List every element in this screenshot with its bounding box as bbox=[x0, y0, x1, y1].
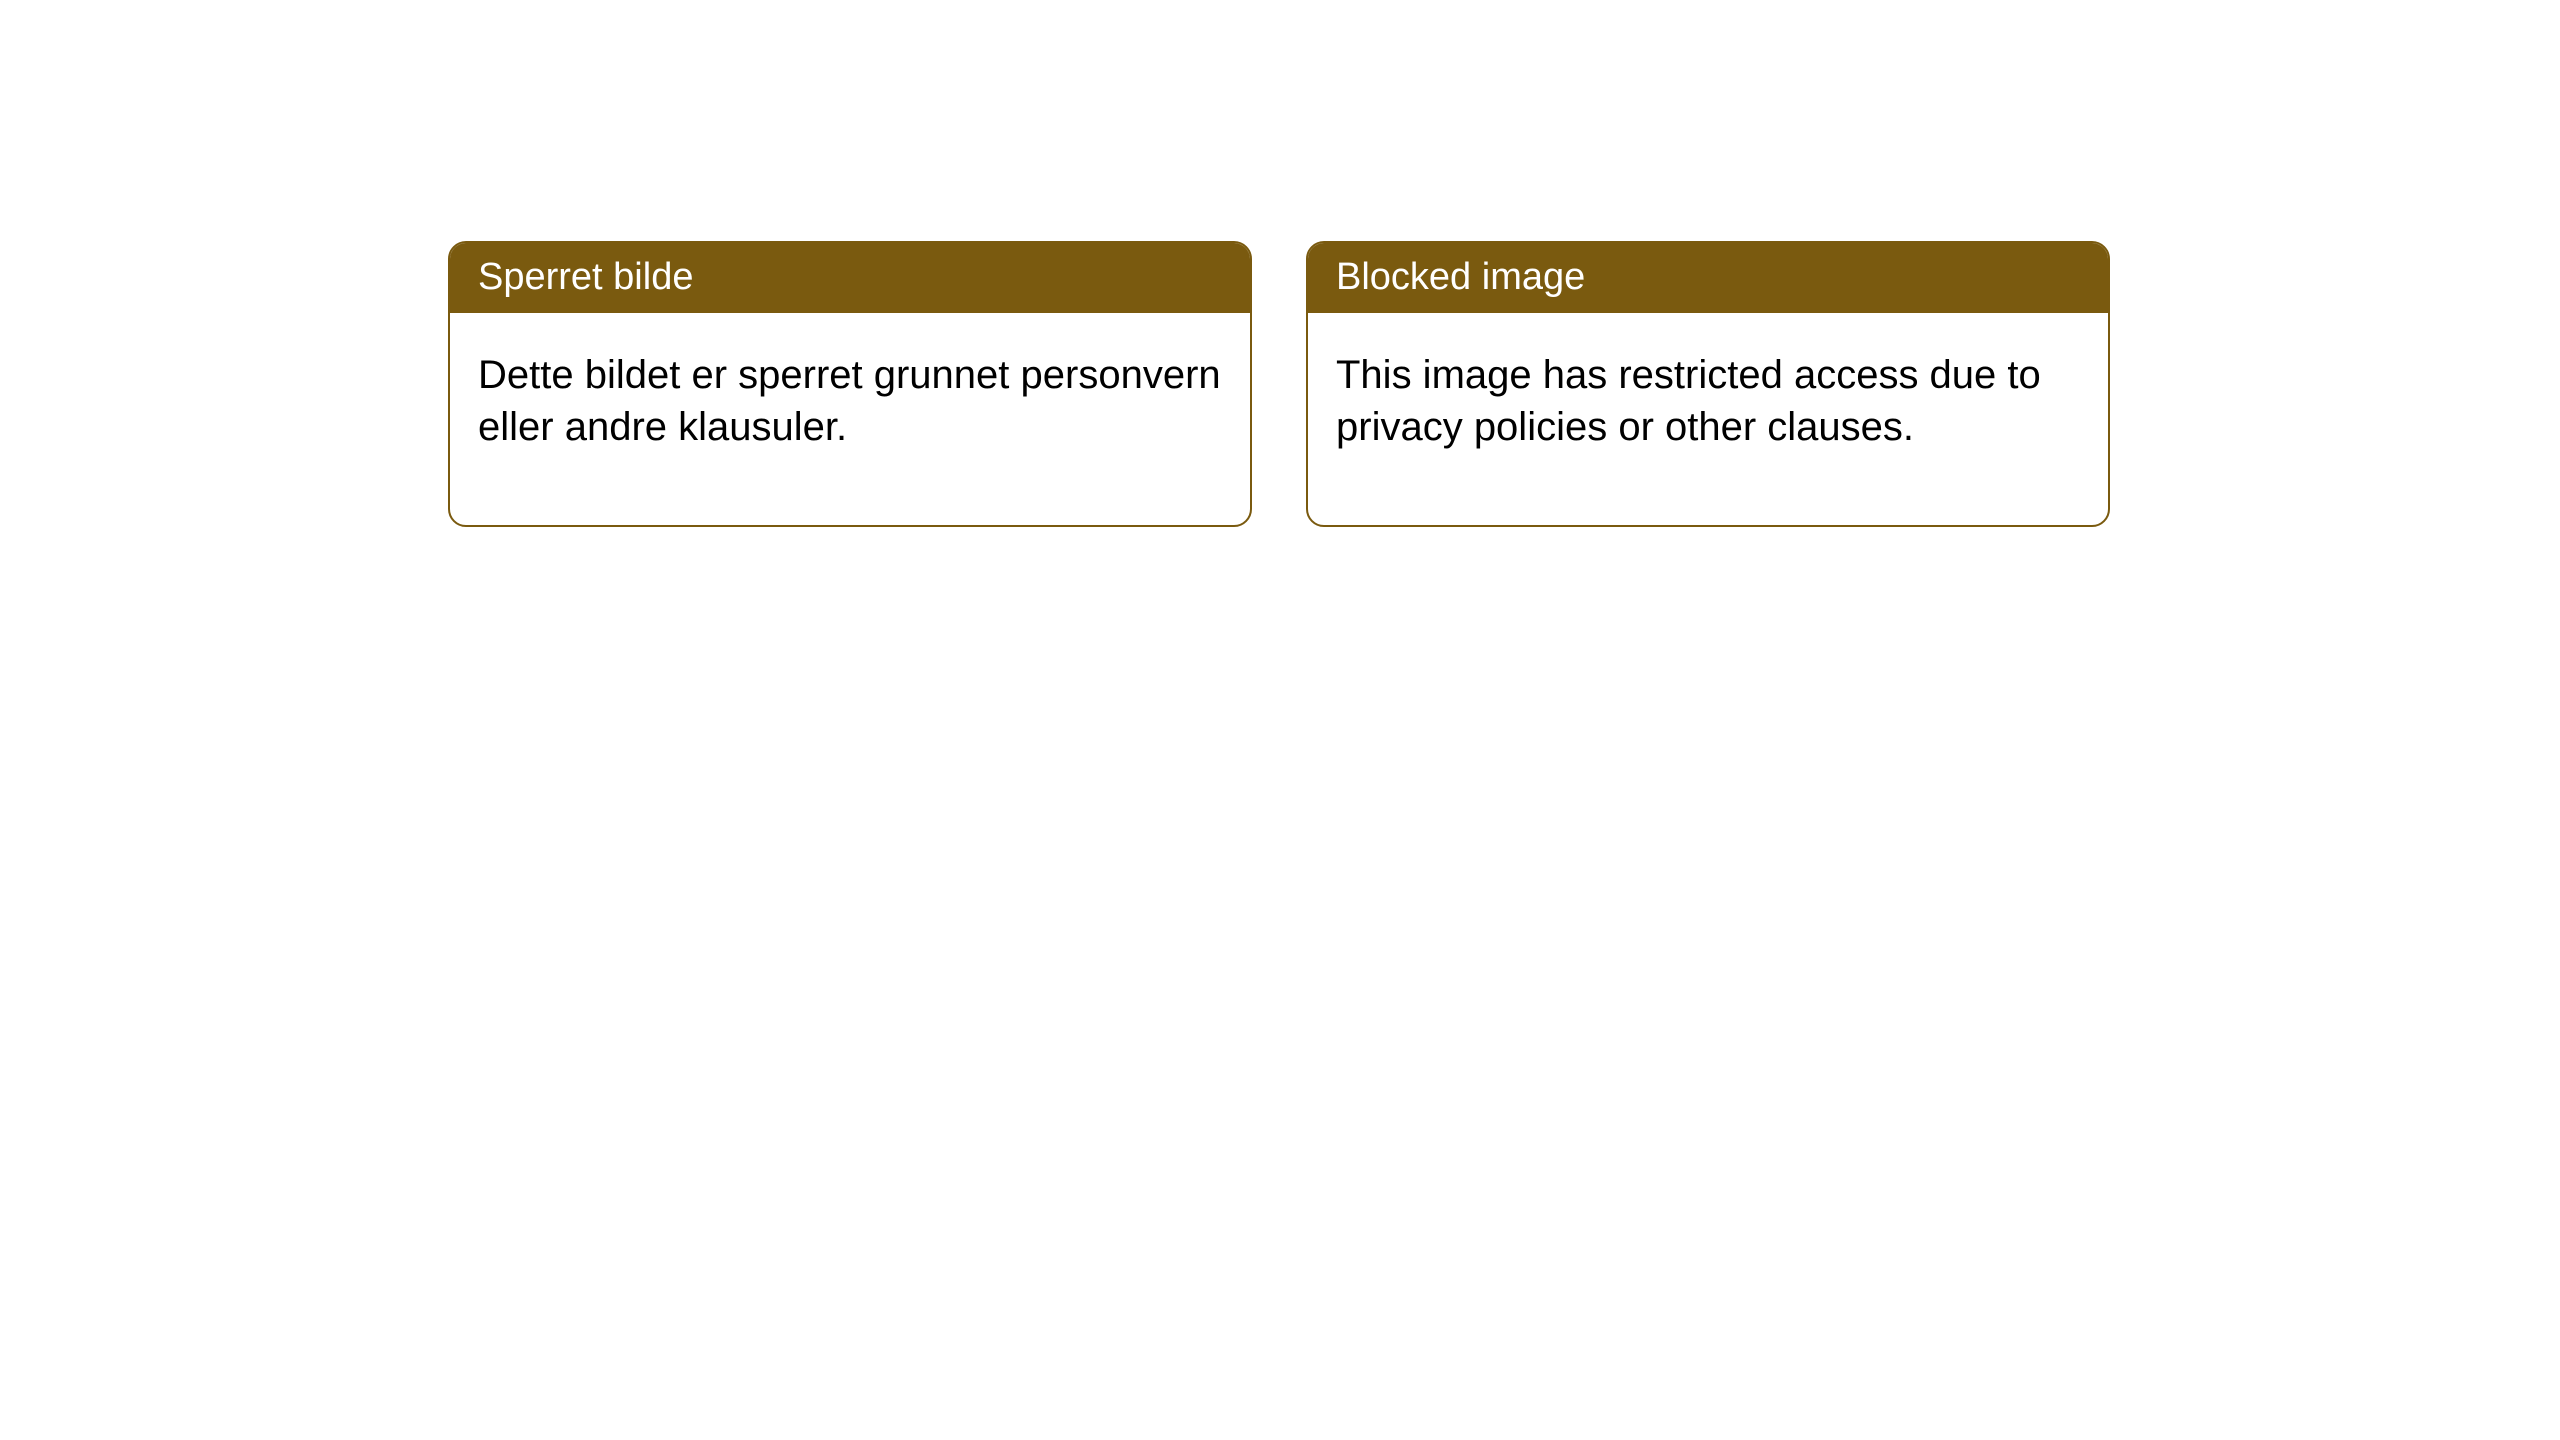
notice-title-english: Blocked image bbox=[1308, 243, 2108, 313]
notice-card-english: Blocked image This image has restricted … bbox=[1306, 241, 2110, 527]
notice-card-norwegian: Sperret bilde Dette bildet er sperret gr… bbox=[448, 241, 1252, 527]
notice-title-norwegian: Sperret bilde bbox=[450, 243, 1250, 313]
notice-body-english: This image has restricted access due to … bbox=[1308, 313, 2108, 525]
notice-body-norwegian: Dette bildet er sperret grunnet personve… bbox=[450, 313, 1250, 525]
notice-container: Sperret bilde Dette bildet er sperret gr… bbox=[448, 241, 2110, 527]
